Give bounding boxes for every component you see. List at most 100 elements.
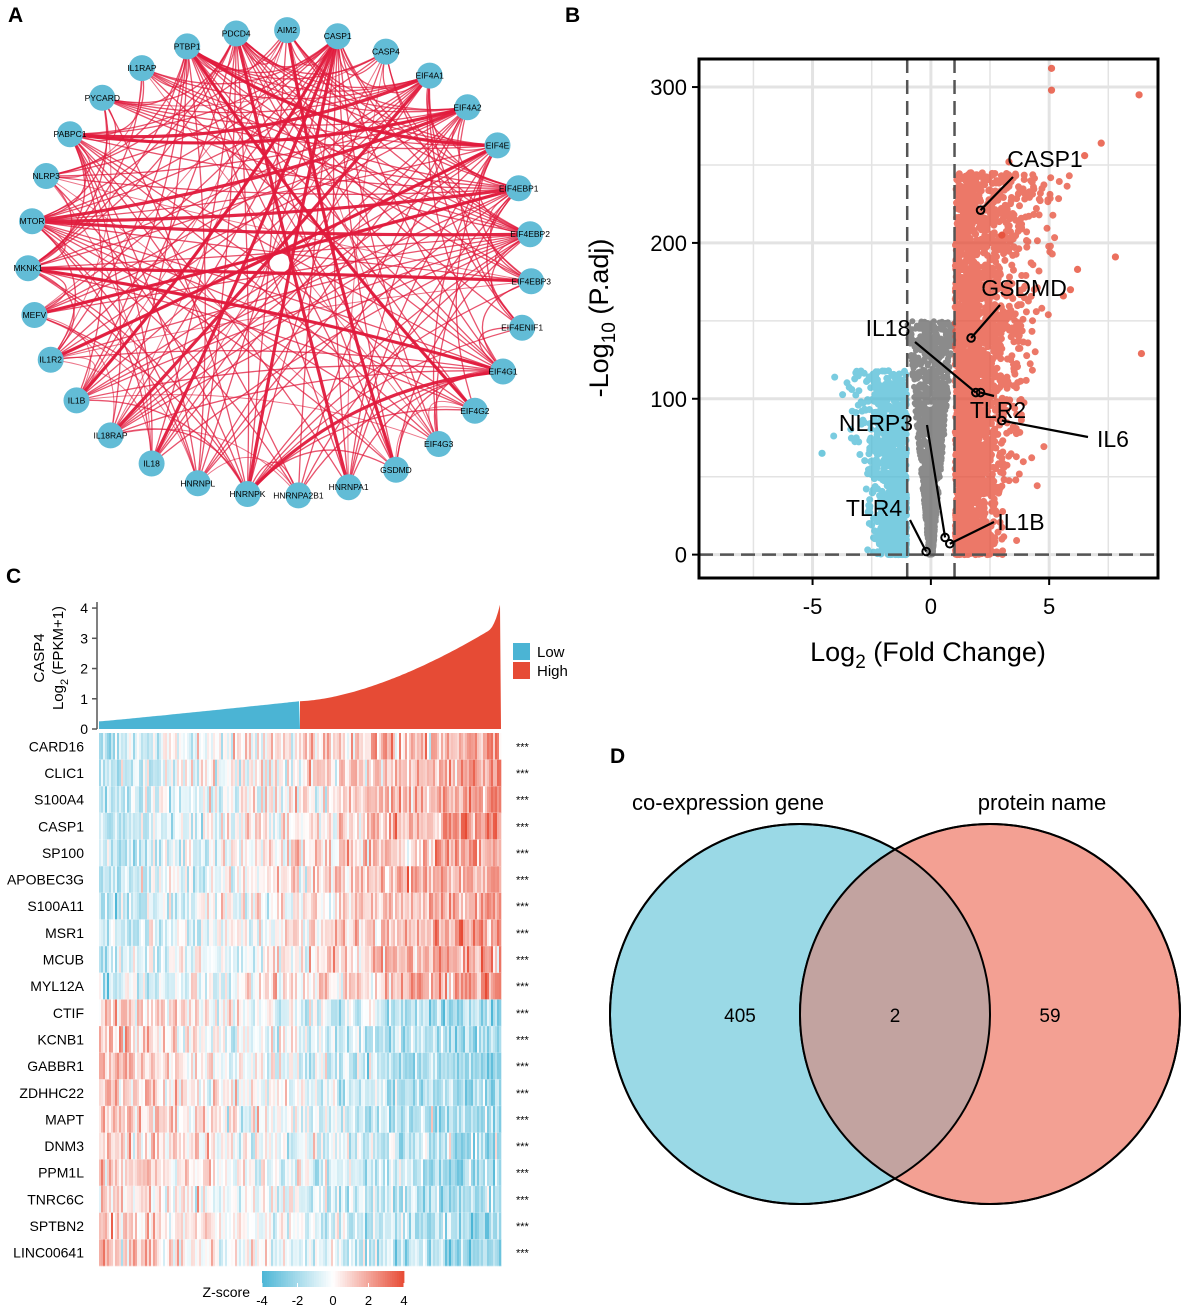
heatmap-cell — [289, 999, 292, 1027]
heatmap-cell — [455, 786, 458, 814]
heatmap-cell — [137, 892, 140, 920]
heatmap-cell — [195, 919, 198, 947]
heatmap-cell — [363, 812, 366, 840]
heatmap-cell — [295, 812, 298, 840]
heatmap-cell — [245, 919, 248, 947]
heatmap-cell — [491, 1212, 494, 1240]
heatmap-cell — [353, 1026, 356, 1054]
heatmap-cell — [287, 1026, 290, 1054]
heatmap-cell — [211, 839, 214, 867]
heatmap-cell — [311, 866, 314, 894]
heatmap-cell — [463, 839, 466, 867]
heatmap-cell — [111, 1106, 114, 1134]
heatmap-cell — [335, 1106, 338, 1134]
heatmap-cell — [123, 1026, 126, 1054]
heatmap-cell — [181, 999, 184, 1027]
heatmap-cell — [347, 812, 350, 840]
network-node-label: EIF4G1 — [488, 367, 518, 377]
heatmap-cell — [137, 733, 140, 760]
heatmap-cell — [211, 786, 214, 814]
heatmap-cell — [103, 1079, 106, 1107]
heatmap-cell — [419, 1239, 422, 1267]
heatmap-cell — [129, 839, 132, 867]
heatmap-cell — [475, 1079, 478, 1107]
heatmap-cell — [119, 919, 122, 947]
heatmap-cell — [245, 1132, 248, 1160]
heatmap-cell — [187, 812, 190, 840]
heatmap-cell — [287, 1239, 290, 1267]
heatmap-cell — [335, 946, 338, 974]
heatmap-cell — [421, 1079, 424, 1107]
heatmap-cell — [361, 866, 364, 894]
heatmap-cell — [263, 972, 266, 1000]
network-node — [37, 346, 64, 373]
heatmap-cell — [313, 812, 316, 840]
heatmap-cell — [325, 972, 328, 1000]
heatmap-cell — [389, 733, 392, 760]
network-edge — [102, 97, 531, 235]
heatmap-cell — [459, 1052, 462, 1080]
heatmap-cell — [275, 1159, 278, 1187]
heatmap-cell — [99, 999, 102, 1027]
heatmap-cell — [481, 1132, 484, 1160]
heatmap-cell — [463, 1026, 466, 1054]
heatmap-cell — [431, 1186, 434, 1213]
heatmap-cell — [391, 786, 394, 814]
heatmap-cell — [167, 759, 170, 787]
heatmap-cell — [407, 972, 410, 1000]
heatmap-cell — [363, 1212, 366, 1240]
network-edge — [395, 370, 504, 470]
heatmap-cell — [469, 946, 472, 974]
heatmap-cell — [277, 919, 280, 947]
heatmap-cell — [165, 1239, 168, 1267]
heatmap-cell — [493, 1079, 496, 1107]
heatmap-cell — [203, 1079, 206, 1107]
heatmap-cell — [485, 1132, 488, 1160]
heatmap-cell — [199, 812, 202, 840]
heatmap-cell — [437, 733, 440, 760]
heatmap-cell — [493, 1132, 496, 1160]
volcano-label-leader — [1001, 419, 1089, 439]
heatmap-cell — [147, 866, 150, 894]
heatmap-cell — [139, 1079, 142, 1107]
network-edge — [186, 45, 531, 235]
heatmap-cell — [355, 1132, 358, 1160]
heatmap-cell — [475, 1052, 478, 1080]
heatmap-cell — [279, 1212, 282, 1240]
heatmap-cell — [325, 733, 328, 760]
heatmap-cell — [275, 999, 278, 1027]
heatmap-cell — [309, 1212, 312, 1240]
heatmap-cell — [195, 1026, 198, 1054]
heatmap-cell — [139, 839, 142, 867]
heatmap-cell — [377, 1132, 380, 1160]
heatmap-cell — [143, 919, 146, 947]
heatmap-cell — [423, 1079, 426, 1107]
heatmap-cell — [469, 1159, 472, 1187]
heatmap-cell — [311, 1212, 314, 1240]
heatmap-cell — [465, 786, 468, 814]
heatmap-cell — [339, 1239, 342, 1267]
heatmap-cell — [299, 1079, 302, 1107]
heatmap-cell — [251, 733, 254, 760]
heatmap-cell — [343, 972, 346, 1000]
heatmap-cell — [237, 972, 240, 1000]
heatmap-cell — [101, 1132, 104, 1160]
colorbar-segment — [306, 1271, 310, 1287]
heatmap-cell — [457, 1106, 460, 1134]
heatmap-cell — [305, 759, 308, 787]
heatmap-cell — [159, 1106, 162, 1134]
heatmap-cell — [409, 1186, 412, 1213]
heatmap-cell — [423, 812, 426, 840]
heatmap-cell — [331, 946, 334, 974]
heatmap-cell — [171, 1212, 174, 1240]
heatmap-cell — [227, 759, 230, 787]
heatmap-cell — [127, 786, 130, 814]
heatmap-cell — [291, 1159, 294, 1187]
heatmap-cell — [141, 1106, 144, 1134]
heatmap-cell — [355, 972, 358, 1000]
heatmap-cell — [479, 1052, 482, 1080]
heatmap-cell — [173, 1106, 176, 1134]
heatmap-cell — [441, 972, 444, 1000]
heatmap-cell — [259, 946, 262, 974]
heatmap-cell — [319, 1132, 322, 1160]
